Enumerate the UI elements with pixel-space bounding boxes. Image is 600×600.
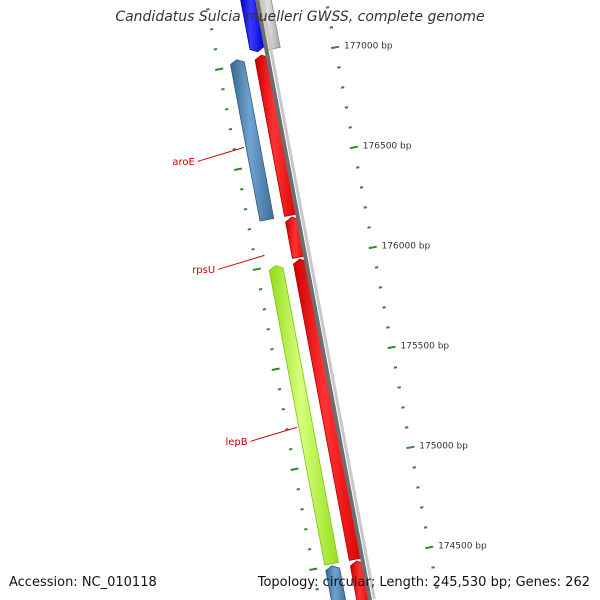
tick-right-mark [363,206,368,209]
tick-right-mark [393,366,398,369]
gene-callout-line [250,426,297,442]
tick-left-mark [277,387,282,391]
gene-label-lepB: lepB [225,437,247,448]
gene-callout-line [197,146,245,162]
gene-label-rpsU: rpsU [192,265,215,276]
position-label: 174500 bp [438,542,487,552]
tick-left-mark [206,7,210,11]
tick-right-mark [349,145,359,150]
tick-left-mark [309,567,318,571]
tick-right-mark [340,86,345,89]
tick-left-mark [300,507,304,511]
tick-right-mark [348,126,352,129]
tick-left-mark [288,447,293,451]
tick-left-mark [258,287,263,291]
tick-right-mark [387,345,396,350]
tick-right-mark [337,66,341,69]
gene-callout-line [218,254,265,270]
tick-right-mark [344,106,349,109]
tick-left-mark [252,267,261,271]
tick-right-mark [329,26,334,29]
tick-right-mark [386,326,390,329]
tick-right-mark [401,406,405,409]
tick-right-mark [423,526,428,529]
tick-right-mark [425,545,434,550]
backbone-shadow-line [260,0,376,600]
tick-left-mark [213,47,218,51]
tick-left-mark [233,167,243,171]
position-label: 176500 bp [363,142,412,152]
map-title: Candidatus Sulcia muelleri GWSS, complet… [115,9,485,25]
tick-right-mark [367,226,371,229]
tick-right-mark [331,45,340,50]
tick-left-mark [232,147,236,151]
tick-left-mark [251,247,255,251]
position-label: 175500 bp [401,342,450,352]
tick-right-mark [355,166,360,169]
tick-left-mark [270,347,274,351]
backbone-line [255,0,372,600]
tick-right-mark [374,266,379,269]
tick-right-mark [435,586,439,589]
gene-label-aroE: aroE [172,157,194,168]
tick-left-mark [221,87,225,91]
tick-left-mark [290,467,299,471]
position-label: 177000 bp [344,42,393,52]
tick-left-mark [296,487,301,491]
tick-left-mark [247,227,252,231]
tick-left-mark [315,587,319,591]
tick-right-mark [382,306,386,309]
gene-feature [325,565,346,600]
tick-right-mark [404,426,409,429]
genome-summary-label: Topology: circular; Length: 245,530 bp; … [257,575,590,590]
tick-right-mark [406,445,415,450]
tick-right-mark [368,245,377,250]
tick-right-mark [397,386,401,389]
tick-right-mark [420,506,424,509]
tick-right-mark [431,566,435,569]
tick-right-mark [378,286,383,289]
tick-left-mark [304,527,308,531]
tick-left-mark [240,187,244,191]
gene-feature [240,0,265,53]
tick-left-mark [228,127,233,131]
tick-left-mark [266,327,270,331]
gene-feature-lepB [268,265,339,566]
tick-right-mark [325,6,330,9]
tick-right-mark [416,486,420,489]
position-label: 175000 bp [419,442,468,452]
tick-left-mark [271,367,280,371]
tick-left-mark [209,27,214,31]
tick-left-mark [215,67,224,71]
tick-left-mark [243,207,248,211]
tick-left-mark [224,107,229,111]
tick-left-mark [285,427,289,431]
tick-right-mark [359,186,364,189]
gene-feature-aroE [230,59,275,222]
tick-left-mark [262,307,267,311]
tick-left-mark [281,407,285,411]
accession-label: Accession: NC_010118 [9,575,157,590]
tick-right-mark [412,466,416,469]
position-label: 176000 bp [382,242,431,252]
tick-left-mark [307,547,312,551]
